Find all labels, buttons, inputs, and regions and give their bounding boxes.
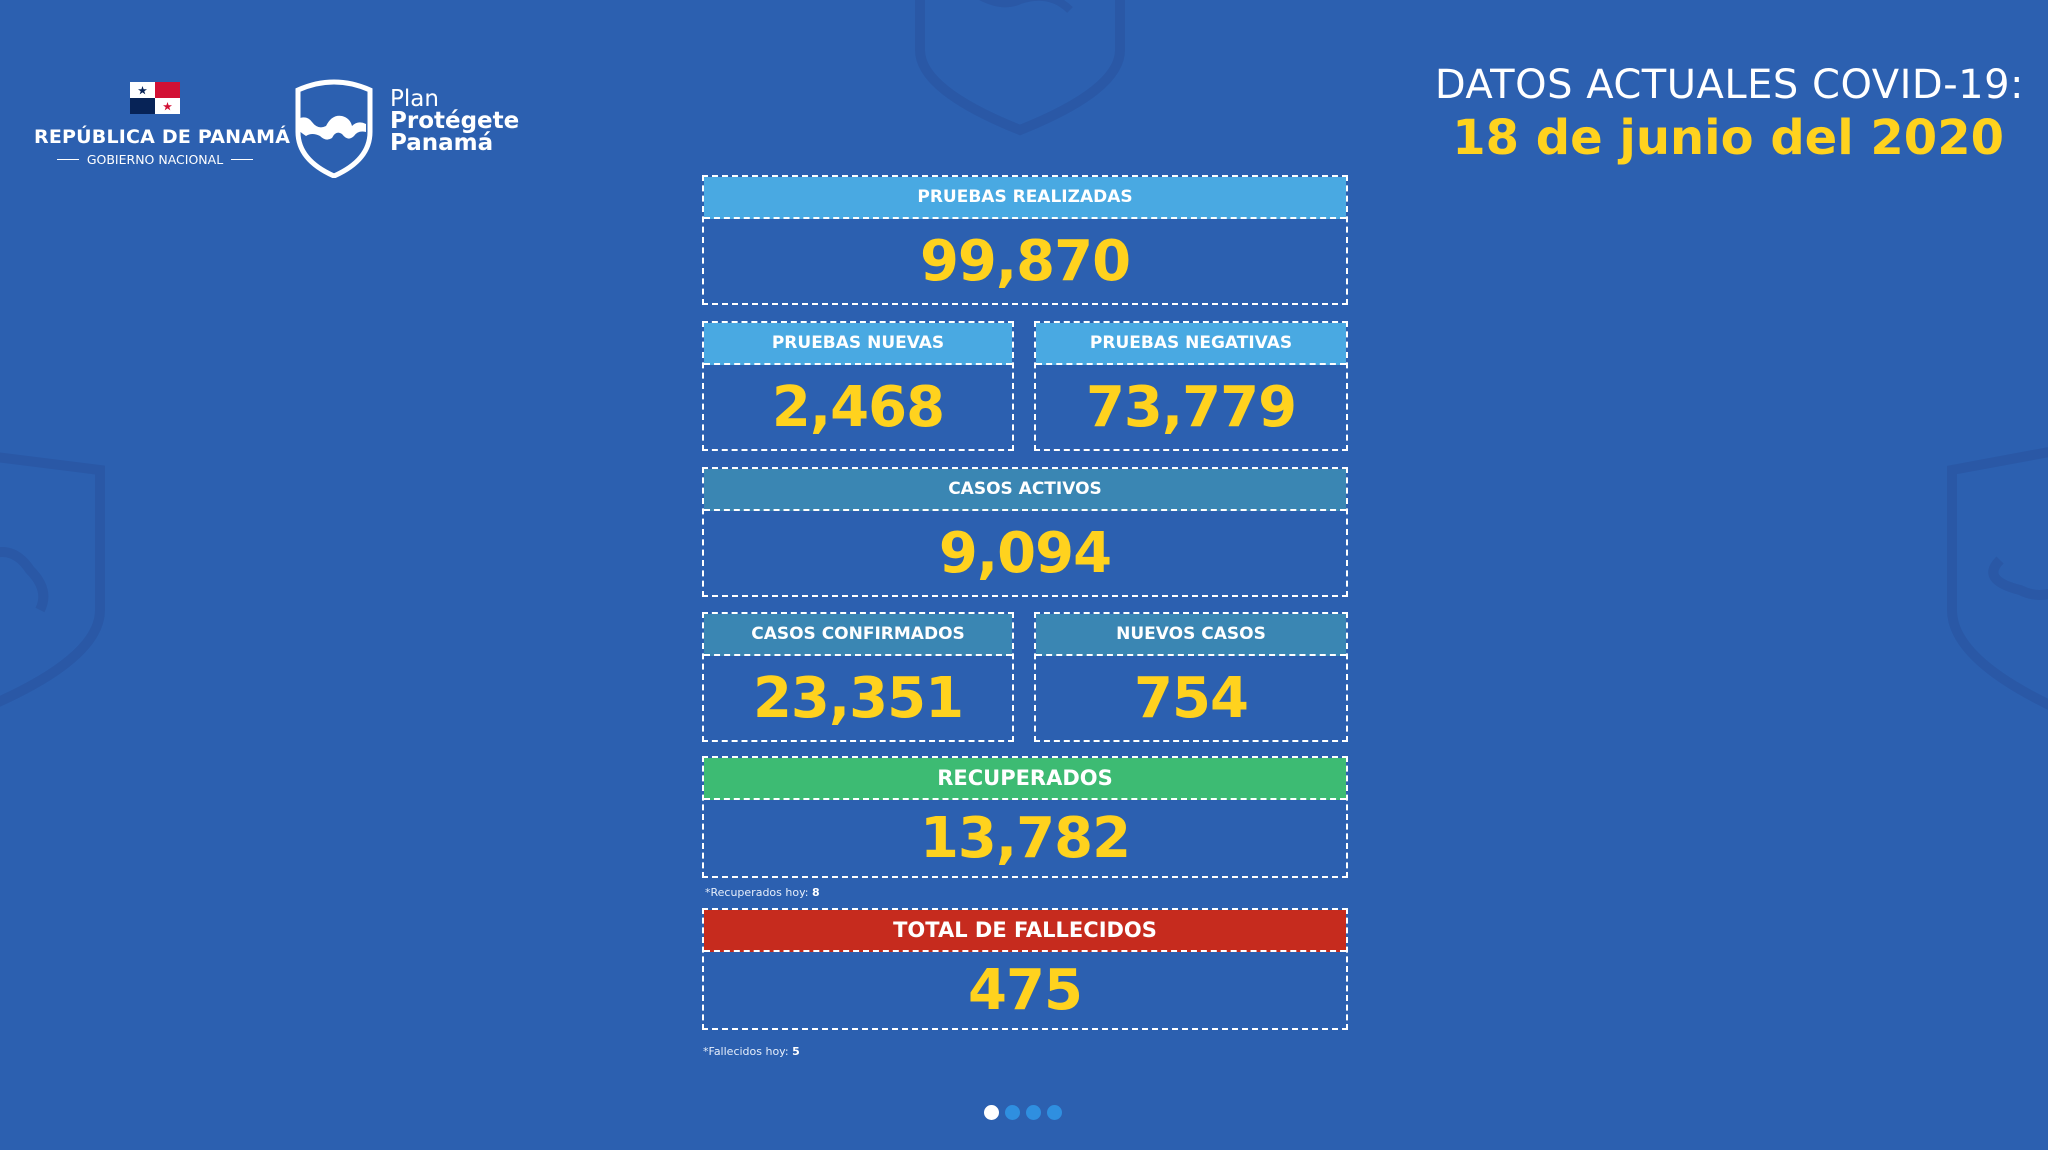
note-value: 8 <box>812 886 820 899</box>
divider <box>56 159 79 160</box>
card-label: PRUEBAS NUEVAS <box>704 323 1012 365</box>
carousel-dot-2[interactable] <box>1005 1105 1020 1120</box>
card-label: PRUEBAS NEGATIVAS <box>1036 323 1346 365</box>
card-value: 99,870 <box>919 228 1131 294</box>
plan-line-2: Protégete <box>390 108 520 134</box>
government-name: REPÚBLICA DE PANAMÁ <box>34 126 291 148</box>
divider <box>231 159 254 160</box>
fallecidos-hoy-note: *Fallecidos hoy: 5 <box>703 1045 800 1058</box>
note-label: *Recuperados hoy: <box>705 886 809 899</box>
government-subtitle-text: GOBIERNO NACIONAL <box>86 152 224 167</box>
card-casos-activos: CASOS ACTIVOS 9,094 <box>702 467 1348 597</box>
note-value: 5 <box>792 1045 800 1058</box>
card-total-fallecidos: TOTAL DE FALLECIDOS 475 <box>702 908 1348 1030</box>
government-subtitle: GOBIERNO NACIONAL <box>34 152 276 167</box>
card-label: CASOS CONFIRMADOS <box>704 614 1012 656</box>
card-pruebas-nuevas: PRUEBAS NUEVAS 2,468 <box>702 321 1014 451</box>
card-value: 13,782 <box>919 805 1131 871</box>
card-value: 475 <box>968 957 1083 1023</box>
government-logo: REPÚBLICA DE PANAMÁ GOBIERNO NACIONAL <box>34 82 291 167</box>
card-value: 754 <box>1134 665 1249 731</box>
background-shield-left-icon <box>0 452 105 707</box>
panama-flag-icon <box>130 82 180 114</box>
headline-title: DATOS ACTUALES COVID-19: <box>1434 62 2024 108</box>
card-label: RECUPERADOS <box>704 758 1346 800</box>
carousel-dot-3[interactable] <box>1026 1105 1041 1120</box>
card-nuevos-casos: NUEVOS CASOS 754 <box>1034 612 1348 742</box>
card-label: CASOS ACTIVOS <box>704 469 1346 511</box>
card-label: TOTAL DE FALLECIDOS <box>704 910 1346 952</box>
recuperados-hoy-note: *Recuperados hoy: 8 <box>705 886 820 899</box>
carousel-dot-1[interactable] <box>984 1105 999 1120</box>
card-label: NUEVOS CASOS <box>1036 614 1346 656</box>
plan-line-3: Panamá <box>390 130 494 156</box>
shield-map-icon <box>295 79 373 178</box>
bottom-strip <box>0 1150 2048 1152</box>
card-pruebas-negativas: PRUEBAS NEGATIVAS 73,779 <box>1034 321 1348 451</box>
background-shield-right-icon <box>1947 447 2048 710</box>
card-pruebas-realizadas: PRUEBAS REALIZADAS 99,870 <box>702 175 1348 305</box>
carousel-dot-4[interactable] <box>1047 1105 1062 1120</box>
card-value: 2,468 <box>771 374 945 440</box>
plan-text: Plan Protégete Panamá <box>390 86 520 156</box>
plan-line-1: Plan <box>390 86 439 112</box>
background-shield-top-icon <box>915 0 1125 136</box>
note-label: *Fallecidos hoy: <box>703 1045 789 1058</box>
card-recuperados: RECUPERADOS 13,782 <box>702 756 1348 878</box>
carousel-pagination <box>984 1105 1062 1120</box>
card-casos-confirmados: CASOS CONFIRMADOS 23,351 <box>702 612 1014 742</box>
plan-protegete-logo: Plan Protégete Panamá <box>292 76 552 180</box>
card-value: 23,351 <box>752 665 964 731</box>
card-value: 73,779 <box>1085 374 1297 440</box>
headline-date: 18 de junio del 2020 <box>1452 110 2004 166</box>
headline: DATOS ACTUALES COVID-19: 18 de junio del… <box>1435 62 2024 166</box>
card-value: 9,094 <box>938 520 1112 586</box>
card-label: PRUEBAS REALIZADAS <box>704 177 1346 219</box>
